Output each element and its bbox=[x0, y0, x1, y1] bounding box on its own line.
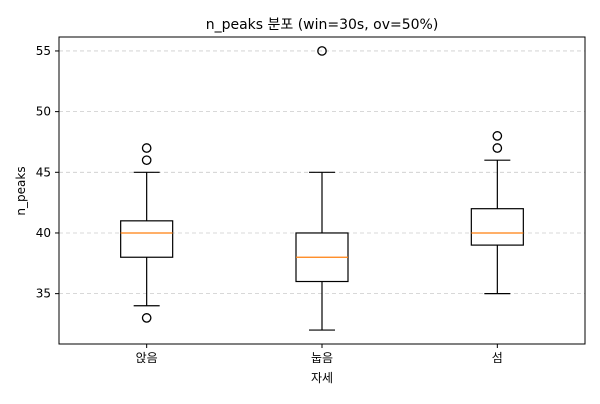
box-series bbox=[120, 46, 524, 331]
y-tick-label: 40 bbox=[36, 226, 51, 240]
y-tick-label: 55 bbox=[36, 44, 51, 58]
y-tick-label: 35 bbox=[36, 287, 51, 301]
chart-title: n_peaks 분포 (win=30s, ov=50%) bbox=[206, 17, 439, 33]
y-tick-label: 45 bbox=[36, 165, 51, 179]
x-axis-ticks: 앉음 눕음 섬 bbox=[136, 344, 503, 365]
outlier-point bbox=[141, 313, 152, 323]
outlier-point bbox=[317, 46, 327, 56]
y-axis-label: n_peaks bbox=[14, 166, 28, 215]
x-tick-label: 앉음 bbox=[136, 351, 158, 365]
x-tick-label: 섬 bbox=[492, 351, 503, 365]
outlier-point bbox=[141, 155, 152, 166]
iqr-box bbox=[120, 220, 174, 258]
box-1 bbox=[120, 143, 174, 323]
plot-area-frame bbox=[58, 36, 586, 345]
y-axis-ticks: 35 40 45 50 55 bbox=[36, 44, 59, 301]
box-3 bbox=[470, 131, 524, 295]
x-tick-label: 눕음 bbox=[311, 351, 333, 365]
box-2 bbox=[295, 46, 349, 331]
outlier-point bbox=[492, 143, 503, 153]
y-tick-label: 50 bbox=[36, 105, 51, 119]
iqr-box bbox=[470, 208, 524, 246]
outlier-point bbox=[492, 131, 503, 141]
outlier-point bbox=[141, 143, 152, 153]
x-axis-label: 자세 bbox=[311, 371, 333, 385]
